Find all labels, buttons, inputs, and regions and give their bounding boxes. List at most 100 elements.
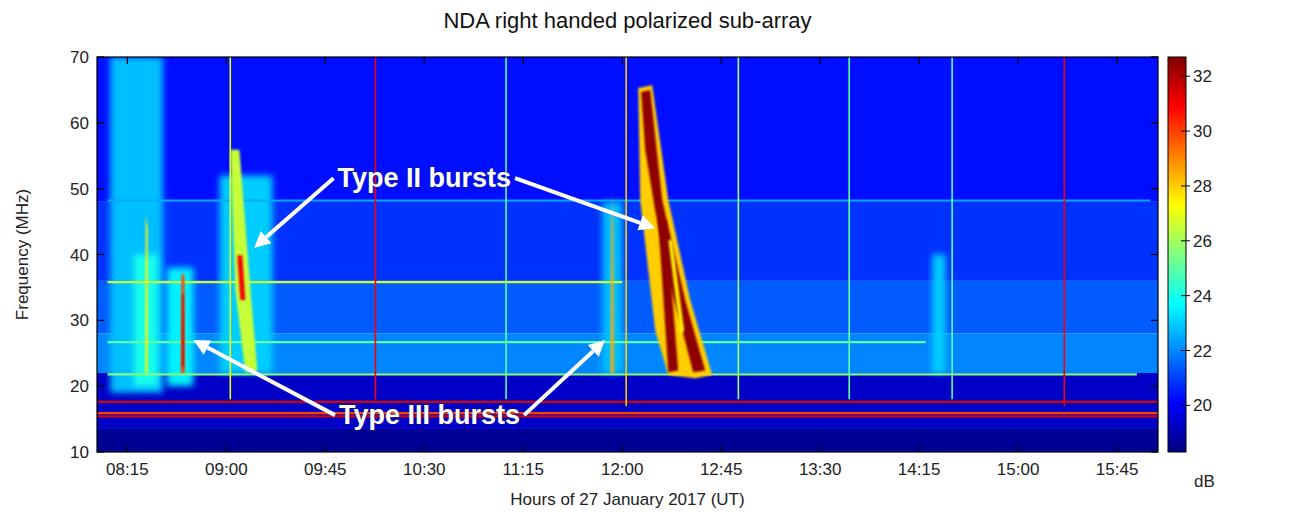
radio-burst bbox=[230, 150, 257, 372]
x-tick bbox=[721, 57, 722, 64]
annotation-arrow bbox=[207, 348, 335, 416]
radio-burst bbox=[181, 274, 185, 373]
x-tick bbox=[820, 445, 821, 452]
colorbar-tick bbox=[1181, 240, 1190, 241]
x-tick-label: 14:15 bbox=[898, 460, 941, 479]
interference-line bbox=[951, 57, 953, 399]
x-tick-label: 08:15 bbox=[106, 460, 149, 479]
x-tick bbox=[325, 57, 326, 64]
x-tick bbox=[820, 57, 821, 64]
y-tick bbox=[1151, 122, 1158, 123]
radio-burst bbox=[182, 294, 184, 366]
x-axis-title: Hours of 27 January 2017 (UT) bbox=[510, 490, 744, 509]
y-tick-label: 60 bbox=[70, 114, 89, 133]
interference-line bbox=[97, 412, 1158, 414]
x-tick bbox=[1018, 57, 1019, 64]
annotation: Type III bursts bbox=[193, 340, 605, 430]
colorbar-tick bbox=[1181, 76, 1190, 77]
x-tick-label: 09:00 bbox=[205, 460, 248, 479]
annotation-arrow bbox=[524, 351, 593, 415]
x-tick-label: 15:45 bbox=[1096, 460, 1139, 479]
radio-burst bbox=[658, 220, 678, 372]
chart: 08:15 09:00 09:45 10:30 11:15 12:00 12:45 13:30… bbox=[0, 0, 1290, 523]
radio-burst bbox=[638, 85, 712, 378]
y-tick-label: 50 bbox=[70, 180, 89, 199]
annotation: Type II bursts bbox=[254, 163, 655, 248]
interference-line bbox=[97, 401, 1158, 403]
y-axis-title: Frequency (MHz) bbox=[13, 189, 32, 320]
chart-title: NDA right handed polarized sub-array bbox=[443, 8, 811, 33]
y-tick bbox=[1151, 56, 1158, 57]
interference-line bbox=[108, 281, 623, 283]
interference-line bbox=[229, 57, 231, 399]
colorbar-tick bbox=[1181, 185, 1190, 186]
annotation-text: Type III bursts bbox=[339, 400, 520, 430]
interference-line bbox=[97, 415, 1158, 417]
x-tick bbox=[622, 445, 623, 452]
annotation-arrowhead bbox=[254, 231, 271, 248]
x-tick bbox=[622, 57, 623, 64]
y-tick bbox=[1151, 386, 1158, 387]
interference-line bbox=[375, 57, 377, 399]
colorbar-tick-label: 28 bbox=[1193, 177, 1212, 196]
colorbar-title: dB bbox=[1194, 472, 1215, 491]
interference-line bbox=[848, 57, 850, 399]
x-tick bbox=[919, 57, 920, 64]
x-tick bbox=[523, 57, 524, 64]
y-tick bbox=[1151, 451, 1158, 452]
emission-patch bbox=[932, 255, 945, 374]
background-band bbox=[97, 429, 1158, 452]
x-tick bbox=[226, 57, 227, 64]
x-tick bbox=[1116, 445, 1117, 452]
y-tick bbox=[97, 451, 104, 452]
y-tick bbox=[97, 320, 104, 321]
colorbar-tick bbox=[1181, 405, 1190, 406]
x-tick bbox=[1018, 445, 1019, 452]
y-tick bbox=[97, 56, 104, 57]
colorbar-tick-label: 20 bbox=[1193, 396, 1212, 415]
x-tick-label: 10:30 bbox=[403, 460, 446, 479]
y-tick-label: 20 bbox=[70, 377, 89, 396]
colorbar-tick bbox=[1181, 295, 1190, 296]
annotation-arrowhead bbox=[193, 340, 211, 355]
annotation-text: Type II bursts bbox=[338, 163, 512, 193]
x-tick-label: 09:45 bbox=[304, 460, 347, 479]
x-tick-label: 12:45 bbox=[700, 460, 743, 479]
x-tick-label: 13:30 bbox=[799, 460, 842, 479]
background-band bbox=[97, 373, 1158, 429]
radio-burst bbox=[237, 255, 245, 300]
radio-burst bbox=[145, 215, 148, 373]
colorbar-tick-label: 22 bbox=[1193, 342, 1212, 361]
plot-area bbox=[97, 57, 1158, 452]
colorbar-tick-label: 24 bbox=[1193, 287, 1212, 306]
radio-burst bbox=[611, 195, 614, 373]
y-tick bbox=[97, 188, 104, 189]
annotation-arrow bbox=[266, 178, 333, 237]
radio-burst bbox=[641, 90, 705, 372]
y-tick bbox=[97, 386, 104, 387]
radio-burst bbox=[668, 240, 684, 335]
y-tick bbox=[97, 122, 104, 123]
interference-line bbox=[625, 57, 627, 406]
x-tick bbox=[325, 445, 326, 452]
colorbar-tick bbox=[1181, 131, 1190, 132]
colorbar-tick-label: 30 bbox=[1193, 122, 1212, 141]
x-tick bbox=[127, 57, 128, 64]
x-tick bbox=[424, 57, 425, 64]
x-tick bbox=[523, 445, 524, 452]
y-tick bbox=[1151, 320, 1158, 321]
plot-frame bbox=[97, 57, 1158, 452]
x-tick-label: 12:00 bbox=[601, 460, 644, 479]
interference-line bbox=[505, 57, 507, 399]
colorbar bbox=[1168, 57, 1186, 452]
x-tick bbox=[127, 445, 128, 452]
annotation-arrow bbox=[515, 178, 640, 223]
x-tick bbox=[919, 445, 920, 452]
x-tick bbox=[226, 445, 227, 452]
x-tick-label: 11:15 bbox=[503, 460, 544, 479]
y-tick-label: 10 bbox=[70, 443, 89, 462]
annotation-arrowhead bbox=[588, 340, 605, 357]
interference-line bbox=[108, 199, 1151, 201]
y-tick-label: 30 bbox=[70, 311, 89, 330]
colorbar-tick-label: 32 bbox=[1193, 67, 1212, 86]
